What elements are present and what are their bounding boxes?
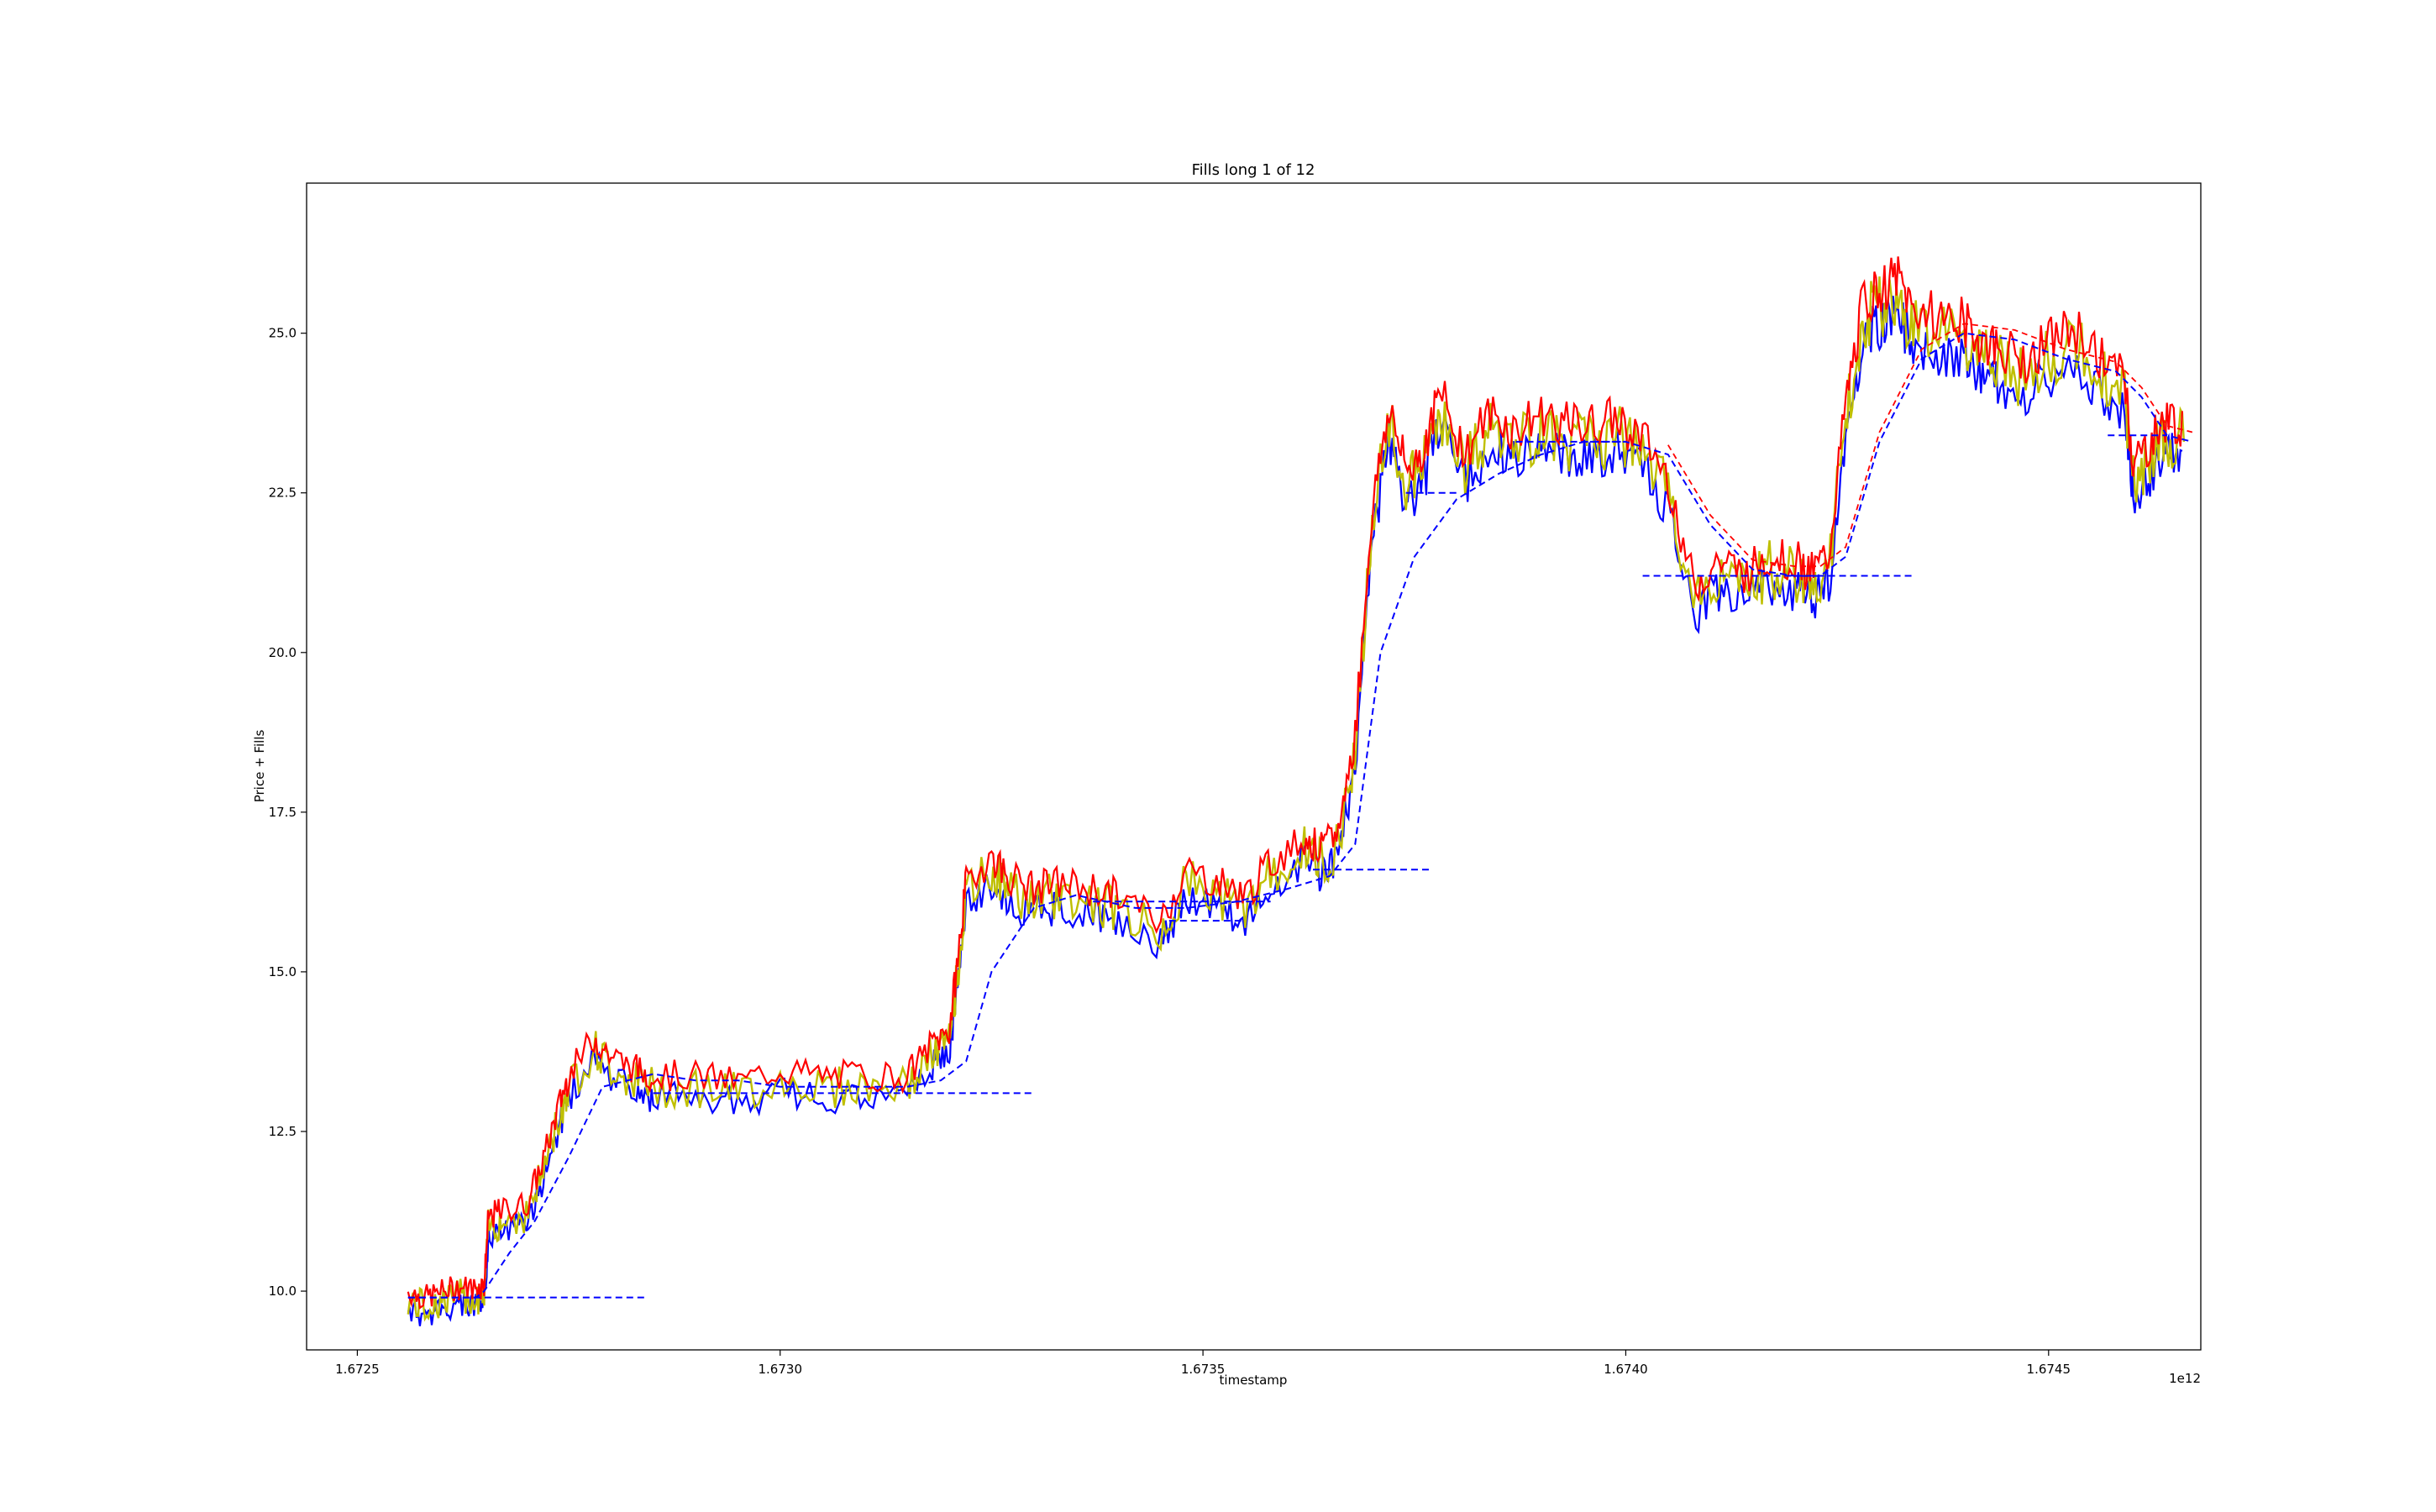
x-tick-label: 1.6725 bbox=[335, 1362, 380, 1377]
y-tick-label: 15.0 bbox=[269, 964, 297, 979]
y-tick-label: 20.0 bbox=[269, 645, 297, 660]
x-tick-label: 1.6735 bbox=[1181, 1362, 1226, 1377]
plot-frame bbox=[306, 182, 2202, 1351]
y-tick-label: 25.0 bbox=[269, 326, 297, 341]
plot-area bbox=[407, 256, 2193, 1326]
sell-fills-series bbox=[407, 256, 2183, 1310]
y-tick-label: 17.5 bbox=[269, 805, 297, 820]
y-tick-label: 22.5 bbox=[269, 486, 297, 501]
y-axis: 10.0 12.5 15.0 17.5 20.0 22.5 25.0 bbox=[269, 326, 307, 1299]
chart-title: Fills long 1 of 12 bbox=[1192, 161, 1315, 179]
x-axis-offset-label: 1e12 bbox=[2169, 1371, 2201, 1386]
x-tick-label: 1.6745 bbox=[2027, 1362, 2071, 1377]
x-axis: 1.6725 1.6730 1.6735 1.6740 1.6745 bbox=[335, 1350, 2071, 1377]
y-tick-label: 12.5 bbox=[269, 1124, 297, 1139]
x-tick-label: 1.6740 bbox=[1604, 1362, 1648, 1377]
x-axis-label: timestamp bbox=[1220, 1373, 1288, 1388]
x-tick-label: 1.6730 bbox=[759, 1362, 803, 1377]
y-axis-label: Price + Fills bbox=[252, 730, 267, 803]
break-even-series bbox=[407, 332, 2193, 1299]
sell-target-series bbox=[1667, 323, 2193, 568]
y-tick-label: 10.0 bbox=[269, 1284, 297, 1299]
